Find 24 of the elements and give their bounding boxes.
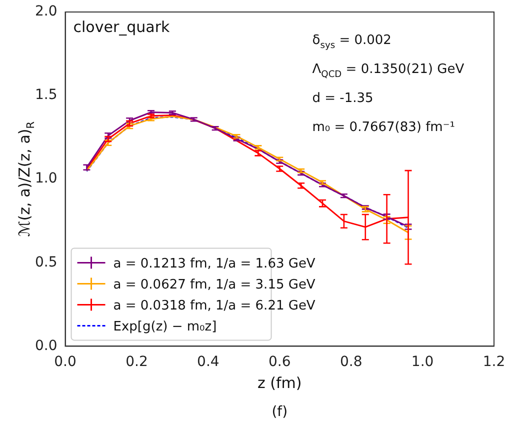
y-tick-label: 1.5 <box>35 87 58 104</box>
x-tick-label: 0.4 <box>197 354 220 370</box>
x-axis-title: z (fm) <box>258 374 302 392</box>
x-tick-label: 0.6 <box>268 354 291 370</box>
y-tick-label: 1.0 <box>35 170 58 187</box>
point <box>125 122 134 130</box>
x-tick-label: 1.0 <box>411 354 434 370</box>
annotation: d = -1.35 <box>312 91 374 106</box>
legend-label: Exp[g(z) − m₀z] <box>113 320 217 335</box>
annotation: m₀ = 0.7667(83) fm⁻¹ <box>312 120 455 135</box>
y-tick-label: 0.0 <box>35 338 58 354</box>
annotation: clover_quark <box>73 18 170 36</box>
legend-label: a = 0.0318 fm, 1/a = 6.21 GeV <box>113 298 316 314</box>
y-tick-label: 2.0 <box>35 4 58 20</box>
text: (f) <box>272 404 288 420</box>
point <box>104 136 112 142</box>
x-tick-label: 0.8 <box>340 354 362 370</box>
x-tick-label: 0.2 <box>126 354 148 370</box>
legend-label: a = 0.0627 fm, 1/a = 3.15 GeV <box>113 278 316 293</box>
x-tick-label: 1.2 <box>482 354 506 370</box>
x-tick-label: 0.0 <box>54 354 76 370</box>
legend-label: a = 0.1213 fm, 1/a = 1.63 GeV <box>113 256 316 272</box>
y-axis-title: ℳ(z, a)/Z(z, a)R <box>15 121 37 237</box>
y-tick-label: 0.5 <box>35 254 58 270</box>
